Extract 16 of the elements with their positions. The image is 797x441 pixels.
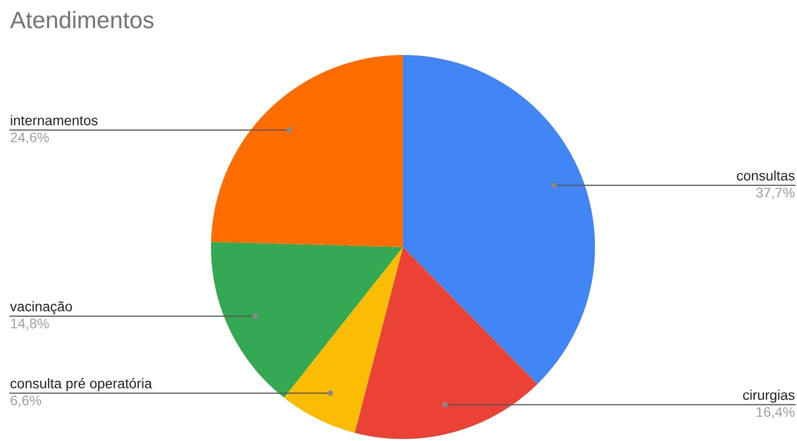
pie-slice [211,242,403,398]
chart-title: Atendimentos [10,10,154,28]
slice-label: internamentos [10,115,98,126]
data-label: 16,4% [756,407,795,419]
slice-label: consulta pré operatória [10,378,152,392]
data-label: 6,6% [10,396,42,407]
data-label: 24,6% [10,132,49,144]
pie-slice [284,247,403,433]
data-label: 37,7% [756,188,795,200]
pie-slice [403,55,595,384]
pie-slice [354,247,538,439]
data-label: 14,8% [11,318,49,330]
pie-slice [211,55,403,247]
slice-label: vacinação [10,301,72,314]
slice-label: consultas [736,170,794,181]
slice-label: cirurgias [743,390,794,403]
